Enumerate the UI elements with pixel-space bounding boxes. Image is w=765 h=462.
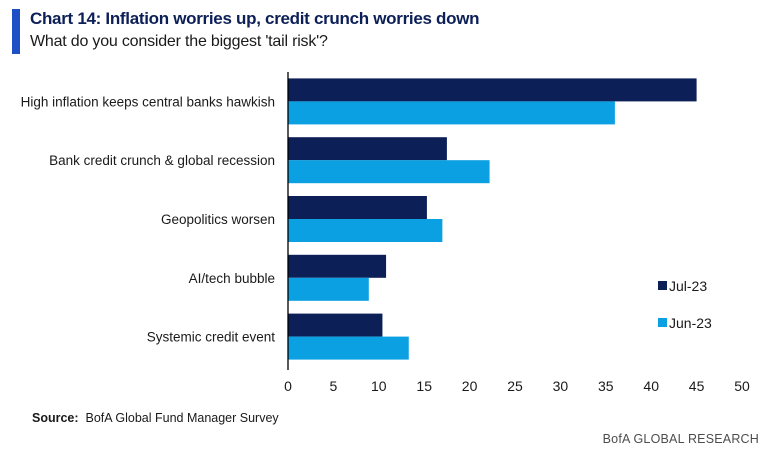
bar-jul-23-2 <box>288 196 427 219</box>
source-note: Source: BofA Global Fund Manager Survey <box>32 411 279 425</box>
x-tick-label-2: 10 <box>371 378 387 394</box>
x-tick-label-1: 5 <box>330 378 338 394</box>
bar-jul-23-4 <box>288 313 383 337</box>
x-tick-label-9: 45 <box>689 378 705 394</box>
bar-jun-23-1 <box>288 160 490 184</box>
title-accent-bar <box>12 9 20 54</box>
bar-jun-23-4 <box>288 336 409 360</box>
x-tick-label-5: 25 <box>507 378 523 394</box>
category-label-4: Systemic credit event <box>147 330 276 345</box>
category-label-1: Bank credit crunch & global recession <box>49 153 275 168</box>
category-label-2: Geopolitics worsen <box>161 212 275 227</box>
x-tick-label-3: 15 <box>416 378 432 394</box>
x-tick-label-7: 35 <box>598 378 614 394</box>
x-tick-label-4: 20 <box>462 378 478 394</box>
legend-swatch-jul-23 <box>658 281 667 290</box>
legend-swatch-jun-23 <box>658 318 667 327</box>
source-text: BofA Global Fund Manager Survey <box>85 411 279 425</box>
bar-jul-23-3 <box>288 254 387 278</box>
chart-title: Chart 14: Inflation worries up, credit c… <box>30 9 480 28</box>
bar-jul-23-1 <box>288 137 447 161</box>
x-tick-label-10: 50 <box>734 378 750 394</box>
bar-jun-23-2 <box>288 219 443 242</box>
chart-subtitle: What do you consider the biggest 'tail r… <box>30 33 328 50</box>
x-tick-label-8: 40 <box>643 378 659 394</box>
category-label-3: AI/tech bubble <box>189 271 275 286</box>
brand-label: BofA GLOBAL RESEARCH <box>602 432 759 446</box>
legend-label-jun-23: Jun-23 <box>669 315 712 331</box>
legend-label-jul-23: Jul-23 <box>669 278 707 294</box>
bar-jun-23-0 <box>288 101 615 125</box>
x-tick-label-6: 30 <box>553 378 569 394</box>
bar-jun-23-3 <box>288 277 369 301</box>
x-tick-label-0: 0 <box>284 378 292 394</box>
source-label: Source: <box>32 411 79 425</box>
category-label-0: High inflation keeps central banks hawki… <box>21 94 275 109</box>
bar-jul-23-0 <box>288 78 697 102</box>
